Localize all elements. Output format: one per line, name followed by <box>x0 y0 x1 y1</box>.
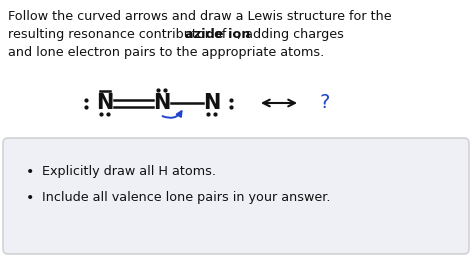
FancyBboxPatch shape <box>3 138 469 254</box>
Text: azide ion: azide ion <box>185 28 250 41</box>
Text: Follow the curved arrows and draw a Lewis structure for the: Follow the curved arrows and draw a Lewi… <box>8 10 392 23</box>
Text: Explicitly draw all H atoms.: Explicitly draw all H atoms. <box>42 165 216 178</box>
Text: N: N <box>153 93 171 113</box>
Text: •: • <box>26 191 35 205</box>
Text: Include all valence lone pairs in your answer.: Include all valence lone pairs in your a… <box>42 191 330 204</box>
Text: ?: ? <box>320 93 330 112</box>
FancyArrowPatch shape <box>163 111 182 118</box>
Text: •: • <box>26 165 35 179</box>
Text: and lone electron pairs to the appropriate atoms.: and lone electron pairs to the appropria… <box>8 46 324 59</box>
Text: resulting resonance contributor of: resulting resonance contributor of <box>8 28 230 41</box>
Text: , adding charges: , adding charges <box>237 28 344 41</box>
Text: N: N <box>96 93 114 113</box>
Text: N: N <box>203 93 221 113</box>
